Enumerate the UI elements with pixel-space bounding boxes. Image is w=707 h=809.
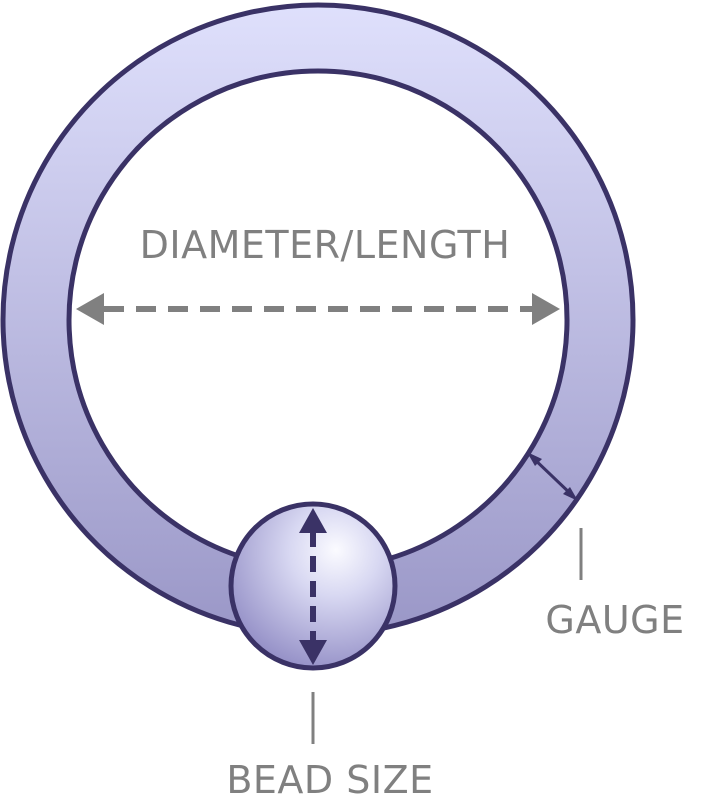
diameter-arrow xyxy=(76,293,560,325)
gauge-arrow xyxy=(527,452,578,501)
bead-size-label: BEAD SIZE xyxy=(226,758,433,802)
diameter-label: DIAMETER/LENGTH xyxy=(140,223,511,267)
gauge-label: GAUGE xyxy=(545,598,684,642)
bead-size-arrow xyxy=(299,508,327,665)
